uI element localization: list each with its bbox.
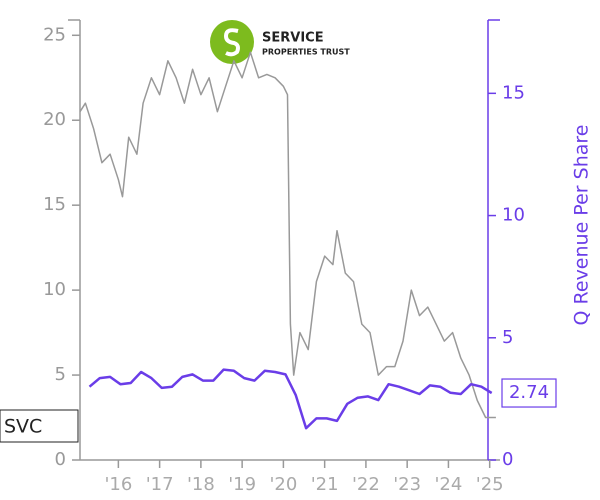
series-line xyxy=(79,51,496,419)
logo: SERVICE PROPERTIES TRUST xyxy=(210,20,350,64)
x-tick-label: '17 xyxy=(146,474,174,495)
x-tick-label: '22 xyxy=(352,474,380,495)
y2-tick-label: 0 xyxy=(502,449,513,470)
ticker-box xyxy=(0,409,79,443)
x-tick-label: '24 xyxy=(434,474,462,495)
x-tick-label: '18 xyxy=(187,474,215,495)
y-tick-label: 20 xyxy=(43,109,66,130)
y2-tick-label: 10 xyxy=(502,205,525,226)
ticker-label: SVC xyxy=(4,416,42,438)
y-tick-label: 5 xyxy=(55,364,66,385)
x-tick-label: '20 xyxy=(269,474,297,495)
value-label-box xyxy=(501,378,557,408)
y-tick-label: 25 xyxy=(43,24,66,45)
x-tick-label: '25 xyxy=(476,474,504,495)
y-tick-label: 15 xyxy=(43,194,66,215)
y-tick-label: 0 xyxy=(55,449,66,470)
x-tick-label: '19 xyxy=(228,474,256,495)
y2-tick-label: 5 xyxy=(502,327,513,348)
value-label: 2.74 xyxy=(509,382,549,403)
x-tick-label: '16 xyxy=(104,474,132,495)
y2-axis-title: Q Revenue Per Share xyxy=(571,125,593,326)
series-line xyxy=(88,368,493,430)
y-tick-label: 10 xyxy=(43,279,66,300)
logo-symbol xyxy=(223,28,240,57)
y2-tick-label: 15 xyxy=(502,82,525,103)
logo-text: SERVICE xyxy=(262,31,324,46)
logo-subtext: PROPERTIES TRUST xyxy=(262,48,350,57)
x-tick-label: '21 xyxy=(311,474,339,495)
x-tick-label: '23 xyxy=(393,474,421,495)
